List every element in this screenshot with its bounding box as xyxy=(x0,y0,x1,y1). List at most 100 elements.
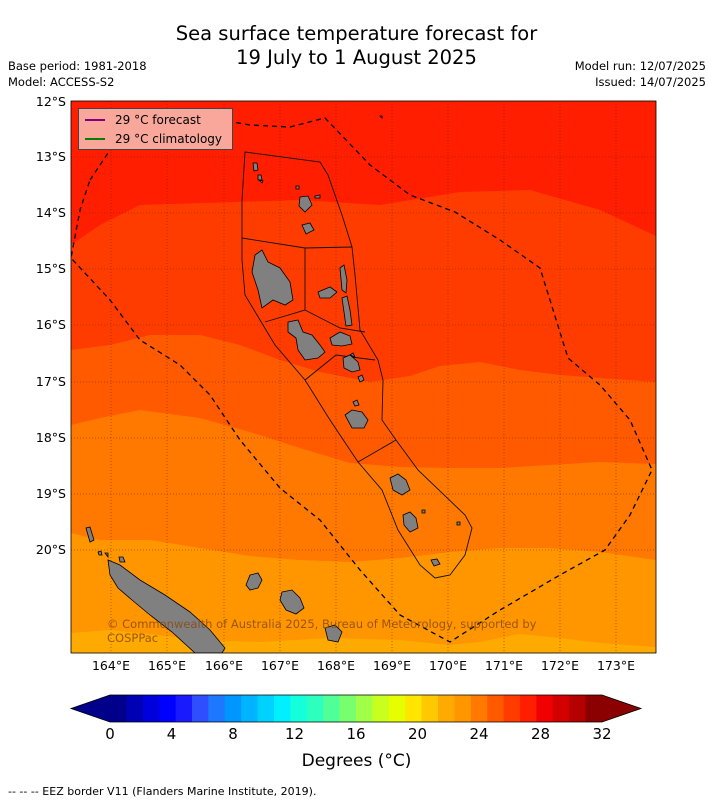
province-boundaries xyxy=(241,151,473,579)
model-run: Model run: 12/07/2025 xyxy=(574,59,706,73)
colorbar-tick-label: 28 xyxy=(530,725,551,743)
longitude-label: 173°E xyxy=(596,658,635,673)
landmass xyxy=(85,115,461,653)
island-ouvea xyxy=(245,572,263,591)
legend-climatology-label: 29 °C climatology xyxy=(115,132,223,146)
colorbar-segment xyxy=(306,695,324,722)
colorbar-segment xyxy=(175,695,193,722)
island-ambrym xyxy=(329,331,353,347)
colorbar-segment xyxy=(339,695,357,722)
latitude-label: 18°S xyxy=(35,430,66,445)
issued-date: Issued: 14/07/2025 xyxy=(595,75,706,89)
colorbar-tick-label: 16 xyxy=(346,725,366,743)
colorbar-segment xyxy=(454,695,472,722)
eez-border xyxy=(71,117,653,643)
longitude-label: 165°E xyxy=(147,658,186,673)
legend-forecast-label: 29 °C forecast xyxy=(115,113,201,127)
colorbar-tick-label: 0 xyxy=(105,725,115,743)
longitude-label: 170°E xyxy=(428,658,467,673)
island-lifou xyxy=(279,589,305,615)
island-vanua-lava xyxy=(298,195,313,213)
island-erromango xyxy=(389,473,411,496)
latitude-label: 16°S xyxy=(35,317,66,332)
sst-field xyxy=(71,101,656,653)
longitude-label: 171°E xyxy=(484,658,523,673)
island-maewo xyxy=(339,264,348,294)
colorbar-tick-label: 24 xyxy=(469,725,489,743)
colorbar-segment xyxy=(388,695,406,722)
colorbar-segment xyxy=(552,695,570,722)
map-frame xyxy=(70,100,657,654)
forecast-line-swatch xyxy=(85,119,105,121)
island-efate xyxy=(344,409,369,429)
colorbar-tick-label: 12 xyxy=(284,725,305,743)
colorbar-segment xyxy=(192,695,209,722)
colorbar-segment xyxy=(142,695,160,722)
base-period: Base period: 1981-2018 xyxy=(8,59,147,73)
island-anatom xyxy=(430,558,441,567)
colorbar-segment xyxy=(159,695,177,722)
colorbar-outline xyxy=(69,694,643,723)
colorbar-segment xyxy=(290,695,308,722)
longitude-label: 168°E xyxy=(316,658,355,673)
island-espiritu-santo xyxy=(251,249,294,309)
colorbar-segment xyxy=(470,695,488,722)
island-tanna xyxy=(402,511,419,533)
model-name: Model: ACCESS-S2 xyxy=(8,75,115,89)
eez-footnote: -- -- -- EEZ border V11 (Flanders Marine… xyxy=(8,785,317,798)
colorbar-segment xyxy=(569,695,587,722)
island-new-caledonia xyxy=(107,559,226,653)
colorbar-segment xyxy=(438,695,455,722)
title-line-2: 19 July to 1 August 2025 xyxy=(236,46,477,69)
colorbar-segment xyxy=(421,695,439,722)
meta-left: Base period: 1981-2018 Model: ACCESS-S2 xyxy=(8,58,147,90)
colorbar-label: Degrees (°C) xyxy=(301,751,412,771)
island-malekula xyxy=(287,319,326,361)
meta-right: Model run: 12/07/2025 Issued: 14/07/2025 xyxy=(575,58,706,90)
colorbar xyxy=(69,694,643,723)
longitude-label: 169°E xyxy=(372,658,411,673)
colorbar-segment xyxy=(585,695,603,722)
colorbar-segment xyxy=(487,695,505,722)
sst-band-25 xyxy=(71,533,656,653)
colorbar-segment xyxy=(356,695,373,722)
colorbar-tick-label: 20 xyxy=(407,725,428,743)
legend-row-climatology: 29 °C climatology xyxy=(85,130,222,148)
latitude-label: 15°S xyxy=(35,261,66,276)
latitude-label: 20°S xyxy=(35,542,66,557)
colorbar-segment xyxy=(536,695,554,722)
latitude-label: 12°S xyxy=(35,94,66,109)
island-mare xyxy=(324,624,343,643)
colorbar-over-arrow xyxy=(602,695,641,722)
longitude-label: 164°E xyxy=(91,658,130,673)
colorbar-segment xyxy=(208,695,226,722)
graticule xyxy=(71,101,656,653)
colorbar-segment xyxy=(257,695,275,722)
colorbar-segment xyxy=(224,695,242,722)
colorbar-under-arrow xyxy=(71,695,110,722)
latitude-label: 17°S xyxy=(35,374,66,389)
colorbar-tick-label: 4 xyxy=(166,725,177,743)
colorbar-segment xyxy=(110,695,127,722)
colorbar-segment xyxy=(323,695,341,722)
colorbar-segment xyxy=(520,695,537,722)
colorbar-tick-label: 32 xyxy=(592,725,612,743)
title-line-1: Sea surface temperature forecast for xyxy=(175,22,538,45)
map-title: Sea surface temperature forecast for 19 … xyxy=(0,22,713,70)
longitude-label: 172°E xyxy=(540,658,579,673)
colorbar-segment xyxy=(405,695,423,722)
island-gaua xyxy=(301,222,315,235)
climatology-line-swatch xyxy=(85,138,105,140)
longitude-label: 166°E xyxy=(204,658,243,673)
longitude-label: 167°E xyxy=(260,658,299,673)
island-malo xyxy=(317,286,338,299)
colorbar-segment xyxy=(274,695,291,722)
colorbar-segment xyxy=(372,695,390,722)
latitude-label: 19°S xyxy=(35,486,66,501)
copyright-notice: © Commonwealth of Australia 2025, Bureau… xyxy=(107,617,537,645)
colorbar-tick-label: 8 xyxy=(228,725,238,743)
colorbar-segment xyxy=(503,695,521,722)
latitude-label: 14°S xyxy=(35,205,66,220)
latitude-label: 13°S xyxy=(35,149,66,164)
